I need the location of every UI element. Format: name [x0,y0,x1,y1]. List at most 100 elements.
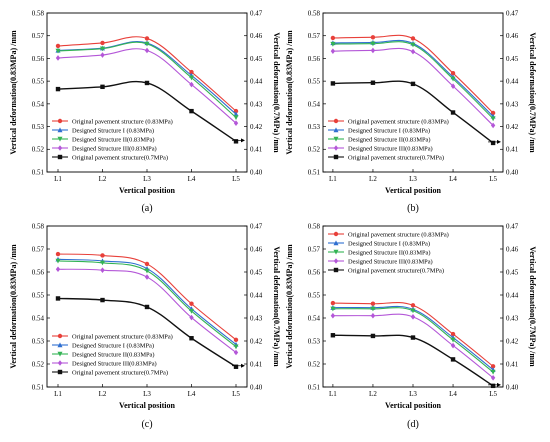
data-point [450,337,456,343]
series-line [57,48,237,124]
legend-swatch-marker [57,333,63,339]
y2-tick-label: 0.46 [506,245,519,253]
data-point [410,81,416,87]
data-point [144,41,150,47]
data-point [410,303,416,308]
legend-label: Designed Structure I (0.83MPa) [72,127,154,134]
data-point [55,48,61,54]
data-point [55,251,61,257]
panel-label: (b) [407,203,419,214]
data-point [450,331,456,337]
legend-label: Designed Structure III(0.83MPa) [348,258,433,265]
y2-tick-label: 0.46 [250,245,263,253]
legend-swatch-marker [57,342,63,348]
y2-axis-title: Vertical deformation(0.7MPa) /mm [272,32,281,153]
data-point [100,297,105,303]
x-tick-label: L1 [54,175,62,183]
y2-tick-label: 0.42 [506,123,519,131]
legend: Original pavement structure (0.83MPa) Des… [328,118,449,161]
legend-swatch-marker [333,258,339,264]
data-point [450,70,456,76]
data-point [410,335,416,340]
data-point [144,47,150,54]
y-tick-label: 0.53 [308,123,321,131]
legend-label: Designed Structure II(0.83MPa) [348,136,431,143]
y2-tick-label: 0.42 [250,123,263,131]
y2-tick-label: 0.41 [506,360,519,368]
y2-tick-label: 0.45 [250,55,263,63]
data-point [410,314,416,320]
x-tick-label: L5 [232,390,240,398]
data-point [233,108,239,114]
y2-tick-label: 0.46 [250,32,263,40]
data-point [450,357,456,362]
data-point [450,76,456,82]
data-point [330,35,336,41]
data-point [410,36,416,41]
chart-panel-b: 0.51 0.52 0.53 0.54 0.55 0.56 0.57 0.58 0.40 0.41… [285,9,537,214]
legend-swatch-marker [333,249,339,255]
y-tick-label: 0.56 [32,55,45,63]
x-tick-label: L2 [369,390,377,398]
y2-tick-label: 0.47 [506,222,519,230]
data-point [233,139,239,144]
y2-tick-label: 0.42 [250,337,263,345]
data-point [410,308,416,314]
data-point [100,52,105,58]
y2-axis-title: Vertical deformation(0.7MPa) /mm [272,246,281,367]
data-point [233,111,239,117]
y2-tick-label: 0.40 [506,168,519,176]
data-point [490,116,496,122]
legend-label: Designed Structure III(0.83MPa) [72,360,157,367]
data-point [370,306,376,312]
data-point [233,364,239,369]
right-axis-arrowhead [241,363,245,368]
x-tick-label: L3 [409,175,417,183]
y-axis-title: Vertical deformation(0.83MPa) /mm [9,244,18,369]
x-tick-label: L5 [232,175,240,183]
legend-label: Original pavement structure(0.7MPa) [348,267,444,274]
data-point [370,301,376,306]
data-point [144,268,150,274]
data-point [330,300,336,306]
y-axis-title: Vertical deformation(0.83MPa) /mm [9,30,18,155]
x-tick-label: L1 [54,390,62,398]
legend-label: Original pavement structure (0.83MPa) [72,118,173,125]
y2-axis-title: Vertical deformation(0.7MPa) /mm [528,246,537,367]
data-point [189,81,194,88]
legend-label: Original pavement structure (0.83MPa) [348,118,449,125]
y2-tick-label: 0.47 [250,222,263,230]
series-line [332,47,494,126]
legend-label: Designed Structure I (0.83MPa) [348,127,430,134]
data-point [144,304,150,310]
data-point [370,47,376,54]
legend-label: Original pavement structure(0.7MPa) [72,154,168,161]
legend-label: Original pavement structure(0.7MPa) [348,154,444,161]
y-tick-label: 0.53 [32,123,45,131]
x-axis-title: Vertical position [385,186,441,195]
y-tick-label: 0.54 [32,100,45,108]
y-axis-title: Vertical deformation(0.83MPa) /mm [285,244,294,369]
y2-tick-label: 0.44 [506,291,519,299]
data-point [490,369,496,375]
y-tick-label: 0.56 [308,55,321,63]
data-point [410,48,416,55]
data-point [370,41,376,47]
data-point [490,110,496,116]
right-axis-arrowhead [241,138,245,143]
data-point [450,83,456,89]
data-point [490,140,496,146]
y2-tick-label: 0.47 [250,9,263,17]
legend-label: Original pavement structure (0.83MPa) [72,333,173,340]
legend: Original pavement structure (0.83MPa) Des… [328,231,449,274]
y-tick-label: 0.51 [308,383,321,391]
data-point [410,42,416,48]
data-point [55,258,61,264]
y2-tick-label: 0.44 [250,78,263,86]
data-point [55,86,61,92]
y-tick-label: 0.52 [308,146,321,154]
x-tick-label: L2 [99,175,107,183]
y-tick-label: 0.58 [308,222,321,230]
data-point [144,36,150,41]
series-line [332,334,494,387]
